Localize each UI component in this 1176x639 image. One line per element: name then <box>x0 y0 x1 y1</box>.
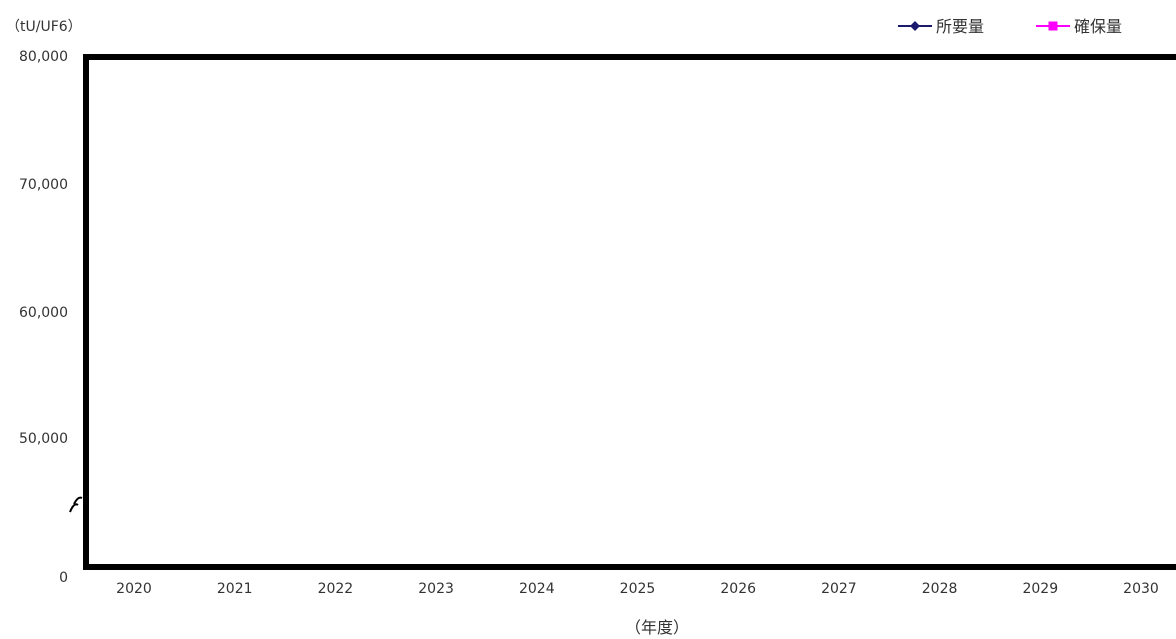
x-tick-label: 2021 <box>217 581 253 597</box>
legend-label: 所要量 <box>936 17 984 36</box>
x-tick-label: 2020 <box>116 581 152 597</box>
y-unit-label: （tU/UF6） <box>6 19 82 35</box>
x-axis-title: （年度） <box>625 618 689 637</box>
y-tick-labels: 80,000 70,000 60,000 50,000 0 <box>19 49 68 586</box>
legend-item: 確保量 <box>1036 17 1122 36</box>
x-tick-label: 2027 <box>821 581 857 597</box>
x-tick-label: 2025 <box>620 581 656 597</box>
legend-item: 所要量 <box>898 17 984 36</box>
legend-label: 確保量 <box>1074 17 1122 36</box>
y-tick-label: 70,000 <box>19 177 68 193</box>
x-tick-labels: 2020 2021 2022 2023 2024 2025 2026 2027 2028 2029… <box>116 581 1159 597</box>
y-tick-label: 60,000 <box>19 305 68 321</box>
y-tick-label: 50,000 <box>19 431 68 447</box>
x-tick-label: 2026 <box>720 581 756 597</box>
plot-frame <box>83 54 1176 570</box>
legend: 所要量 確保量 <box>898 17 1122 36</box>
y-axis-break-icon <box>69 496 83 513</box>
y-tick-label: 80,000 <box>19 49 68 65</box>
x-tick-label: 2030 <box>1123 581 1159 597</box>
y-tick-label: 0 <box>59 570 68 586</box>
x-tick-label: 2022 <box>318 581 354 597</box>
x-tick-label: 2029 <box>1022 581 1058 597</box>
square-marker-icon <box>1048 21 1058 31</box>
diamond-marker-icon <box>910 21 920 31</box>
x-tick-label: 2023 <box>418 581 454 597</box>
x-tick-label: 2028 <box>922 581 958 597</box>
x-tick-label: 2024 <box>519 581 555 597</box>
